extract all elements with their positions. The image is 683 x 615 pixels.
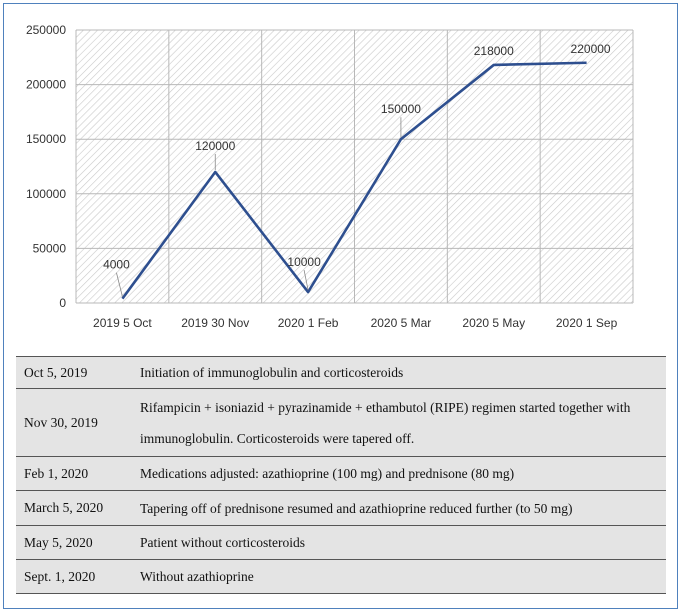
event-description: Tapering off of prednisone resumed and a… [140, 500, 573, 516]
data-label-leader [116, 272, 123, 297]
data-label: 4000 [103, 258, 130, 272]
y-tick-label: 0 [59, 296, 66, 310]
x-tick-label: 2020 5 May [462, 316, 525, 330]
event-date: Feb 1, 2020 [24, 465, 89, 481]
treatment-timeline-table: Oct 5, 2019 Initiation of immunoglobulin… [16, 356, 666, 594]
event-date: Nov 30, 2019 [24, 414, 98, 430]
x-tick-label: 2020 1 Feb [278, 316, 339, 330]
table-row: Nov 30, 2019 Rifampicin + isoniazid + py… [16, 388, 666, 457]
data-label: 218000 [474, 44, 514, 58]
y-tick-label: 200000 [26, 78, 66, 92]
x-tick-label: 2020 5 Mar [371, 316, 432, 330]
series-line [121, 61, 587, 300]
y-tick-label: 100000 [26, 187, 66, 201]
data-label: 10000 [287, 255, 321, 269]
data-labels: 4000 120000 10000 150000 218000 220000 [103, 42, 611, 297]
y-axis-ticks: 0 50000 100000 150000 200000 250000 [26, 23, 66, 310]
event-date: May 5, 2020 [24, 534, 93, 550]
event-description: Rifampicin + isoniazid + pyrazinamide + … [140, 399, 631, 446]
series-line-group [121, 61, 587, 300]
data-label-leader [303, 270, 309, 291]
data-label: 220000 [571, 42, 611, 56]
table-row: Feb 1, 2020 Medications adjusted: azathi… [16, 456, 666, 491]
table-row: March 5, 2020 Tapering off of prednisone… [16, 490, 666, 526]
x-tick-label: 2019 5 Oct [93, 316, 152, 330]
x-axis-ticks: 2019 5 Oct 2019 30 Nov 2020 1 Feb 2020 5 Ma… [93, 316, 618, 330]
event-description: Initiation of immunoglobulin and cortico… [140, 365, 404, 380]
line-chart: 0 50000 100000 150000 200000 250000 2019 5 Oc… [26, 23, 634, 330]
event-date: Sept. 1, 2020 [24, 568, 96, 584]
data-label: 150000 [381, 102, 421, 116]
event-date: March 5, 2020 [24, 500, 104, 515]
table-row: May 5, 2020 Patient without corticostero… [16, 525, 666, 560]
y-tick-label: 150000 [26, 132, 66, 146]
event-date: Oct 5, 2019 [24, 364, 88, 380]
event-description: Medications adjusted: azathioprine (100 … [140, 466, 515, 481]
x-tick-label: 2019 30 Nov [181, 316, 249, 330]
data-label: 120000 [195, 139, 235, 153]
gridlines [75, 29, 634, 304]
y-tick-label: 250000 [26, 23, 66, 37]
event-description: Without azathioprine [140, 569, 254, 584]
table-row: Sept. 1, 2020 Without azathioprine [16, 559, 666, 594]
event-description: Patient without corticosteroids [140, 535, 305, 550]
table-row: Oct 5, 2019 Initiation of immunoglobulin… [16, 356, 666, 389]
x-tick-label: 2020 1 Sep [556, 316, 618, 330]
y-tick-label: 50000 [33, 241, 67, 255]
